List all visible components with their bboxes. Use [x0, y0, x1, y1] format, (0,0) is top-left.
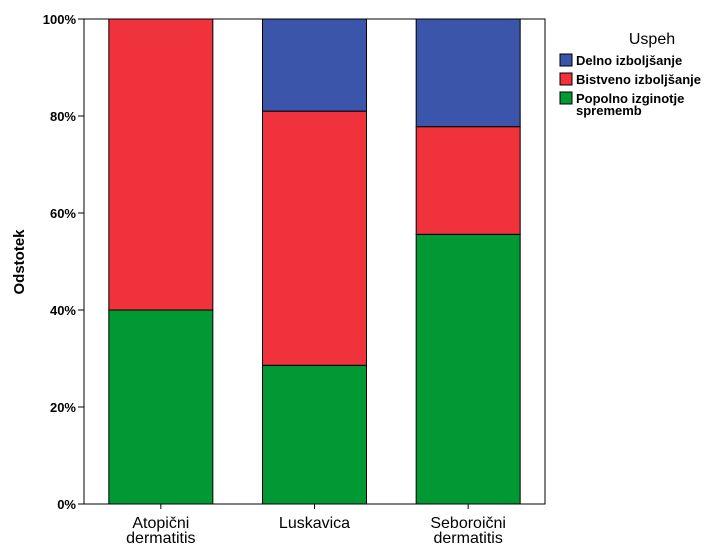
bars [108, 18, 521, 505]
y-axis: 0% 20% 40% 60% 80% 100% [43, 12, 84, 512]
legend-swatch [559, 72, 573, 86]
y-tick-label: 100% [43, 12, 77, 27]
bar-segment [415, 126, 521, 235]
y-tick-label: 80% [50, 109, 76, 124]
legend-swatch [559, 91, 573, 105]
bar-segment [108, 309, 214, 505]
y-axis-title: Odstotek [11, 229, 28, 295]
legend-entry-label: Popolno izginotje sprememb [576, 91, 684, 118]
bar-segment [262, 18, 367, 112]
y-tick-label: 60% [50, 206, 76, 221]
bar-segment [415, 233, 521, 505]
bar-segment [415, 18, 521, 128]
legend-entry-label: Delno izboljšanje [576, 53, 682, 68]
x-tick-label: Seboroični dermatitis [430, 515, 506, 547]
legend-swatch [559, 53, 573, 67]
x-tick-label: Atopični dermatitis [126, 515, 195, 547]
y-tick-label: 20% [50, 400, 76, 415]
bar-segment [108, 18, 214, 311]
legend-entry-label: Bistveno izboljšanje [576, 72, 701, 87]
y-tick-label: 0% [57, 497, 76, 512]
x-axis: Atopični dermatitis Luskavica Seboroični der… [126, 504, 506, 547]
bar-segment [262, 110, 367, 366]
y-tick-label: 40% [50, 303, 76, 318]
bar-segment [262, 364, 367, 505]
legend: Uspeh Delno izboljšanje Bistveno izboljšan… [559, 31, 701, 118]
x-tick-label: Luskavica [279, 515, 350, 532]
legend-title: Uspeh [629, 31, 675, 48]
